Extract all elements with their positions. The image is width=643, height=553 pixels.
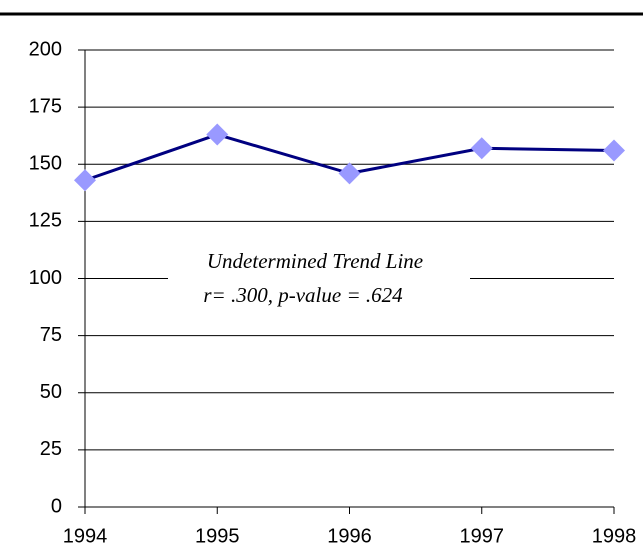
y-tick-label: 75 [40,324,62,346]
annotation: Undetermined Trend Line [207,249,423,273]
y-tick-label: 100 [29,267,62,289]
marker [74,169,96,192]
y-tick-label: 125 [29,210,62,232]
x-tick-label: 1996 [327,525,372,547]
y-tick-label: 150 [29,153,62,175]
y-tick-label: 175 [29,95,62,117]
y-tick-label: 200 [29,38,62,60]
y-tick-label: 0 [51,495,62,517]
x-tick-label: 1995 [195,525,240,547]
y-tick-label: 50 [40,381,62,403]
marker [206,123,229,146]
marker [470,137,493,160]
marker [338,162,361,185]
marker [603,139,625,162]
x-tick-label: 1994 [63,525,108,547]
y-tick-label: 25 [40,438,62,460]
x-tick-label: 1998 [592,525,637,547]
annotation-background [168,243,470,313]
annotation: r= .300, p-value = .624 [203,283,403,307]
x-tick-label: 1997 [460,525,505,547]
